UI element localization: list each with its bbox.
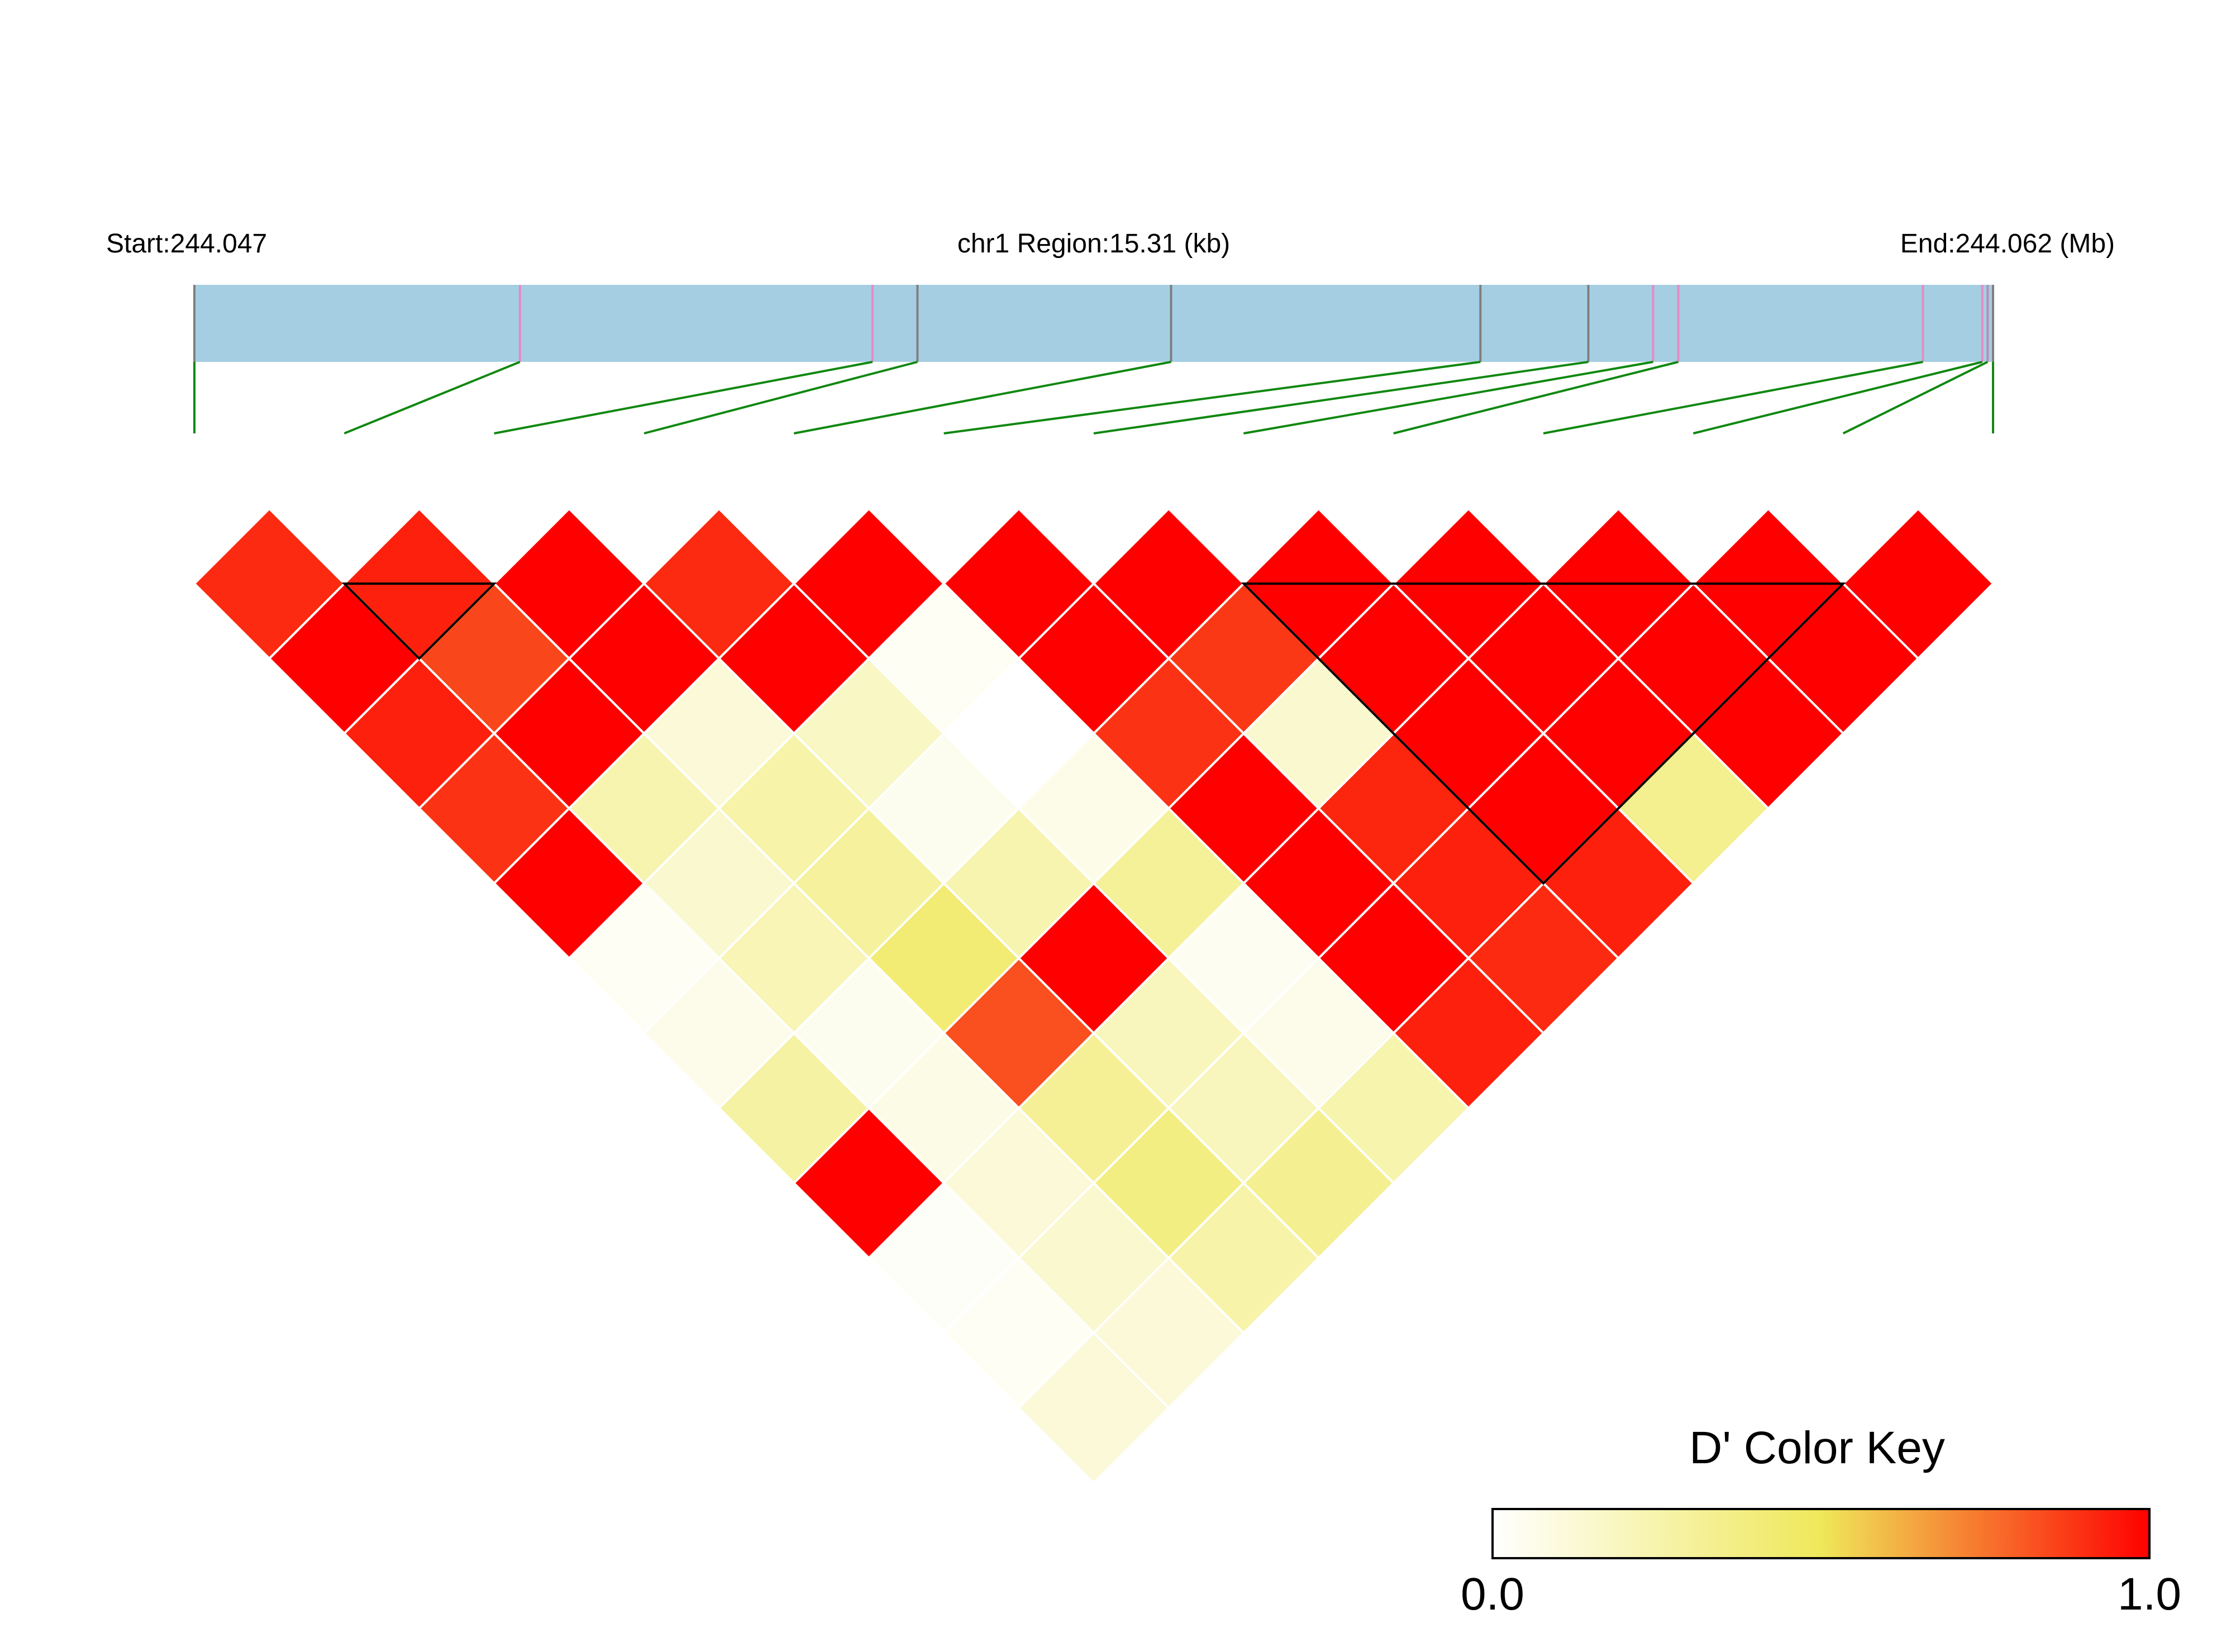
snp-connector: [793, 361, 1171, 435]
snp-connector: [643, 361, 918, 435]
color-key-max-label: 1.0: [2118, 1569, 2181, 1620]
ld-block-outline: [1241, 583, 1846, 885]
color-key-title: D' Color Key: [1689, 1422, 1945, 1473]
snp-connector: [344, 361, 521, 435]
ld-heatmap-cells: [193, 507, 1995, 1484]
snp-connector-lines: [193, 361, 1994, 435]
snp-connector: [1543, 361, 1923, 435]
snp-connector: [1093, 361, 1589, 435]
chromosome-region-track: [194, 285, 1993, 362]
snp-position-ticks: [193, 285, 1994, 362]
snp-connector: [1393, 361, 1679, 435]
snp-connector: [1243, 361, 1653, 435]
snp-connector: [1693, 361, 1983, 435]
color-key: D' Color Key 0.0 1.0: [1461, 1422, 2181, 1620]
color-key-min-label: 0.0: [1461, 1569, 1524, 1620]
region-end-label: End:244.062 (Mb): [1900, 229, 2115, 259]
snp-connector: [494, 361, 873, 435]
snp-connector: [1842, 361, 1989, 435]
ld-cell: [1017, 1331, 1171, 1484]
ld-block-outlines: [341, 583, 1846, 885]
ld-block-outline: [341, 583, 497, 660]
snp-connector: [943, 361, 1481, 435]
color-key-gradient-bar: [1491, 1508, 2151, 1559]
region-title-label: chr1 Region:15.31 (kb): [957, 229, 1230, 259]
region-start-label: Start:244.047: [106, 229, 267, 259]
